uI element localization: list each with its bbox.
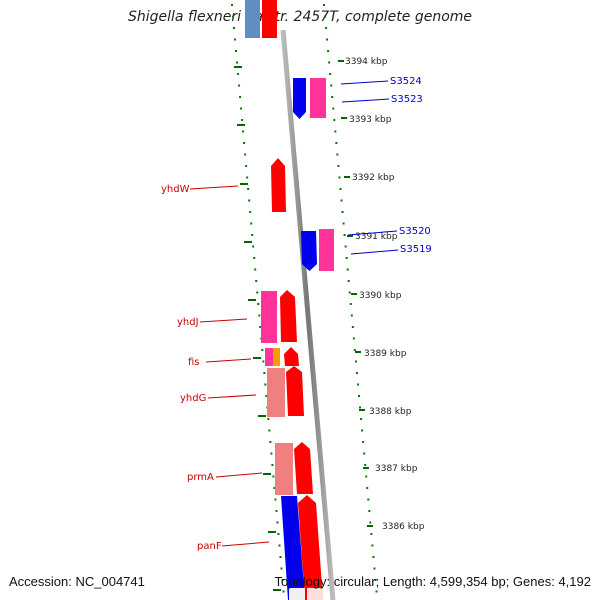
gene-label-fis: fis xyxy=(188,357,200,368)
gene-label-s3519: S3519 xyxy=(400,244,432,255)
gene-s3520[interactable] xyxy=(301,231,317,271)
gene-label-panf: panF xyxy=(197,541,222,552)
topology-text: Topology: circular; Length: 4,599,354 bp… xyxy=(274,574,591,589)
scale-label-3391: 3391 kbp xyxy=(355,232,398,242)
scale-label-3392: 3392 kbp xyxy=(352,173,395,183)
gene-features xyxy=(245,0,334,600)
gene-feature[interactable] xyxy=(245,0,260,38)
gene-feature[interactable] xyxy=(280,290,297,342)
gene-feature[interactable] xyxy=(273,348,280,366)
gene-fis[interactable] xyxy=(265,348,273,366)
map-title: Shigella flexneri 2a str. 2457T, complet… xyxy=(127,9,473,25)
gene-feature[interactable] xyxy=(298,495,323,600)
gene-label-yhdg: yhdG xyxy=(180,393,206,404)
scale-ticks: 3394 kbp 3393 kbp 3392 kbp 3391 kbp 3390… xyxy=(338,57,425,532)
gene-feature[interactable] xyxy=(262,0,277,38)
gene-s3523[interactable] xyxy=(310,78,326,118)
scale-label-3387: 3387 kbp xyxy=(375,464,418,474)
gene-label-s3520: S3520 xyxy=(399,226,431,237)
right-leader-lines xyxy=(340,80,399,255)
gene-yhdg[interactable] xyxy=(267,368,285,417)
scale-label-3389: 3389 kbp xyxy=(364,349,407,359)
gene-label-s3524: S3524 xyxy=(390,76,422,87)
gene-panf[interactable] xyxy=(281,496,305,600)
accession-text: Accession: NC_004741 xyxy=(9,574,145,589)
gene-feature[interactable] xyxy=(294,442,313,494)
gene-s3524[interactable] xyxy=(293,78,306,119)
gene-prma[interactable] xyxy=(275,443,293,495)
gene-label-yhdj: yhdJ xyxy=(177,317,199,328)
genome-backbone xyxy=(280,29,336,600)
right-scale-track xyxy=(323,4,378,593)
gene-label-prma: prmA xyxy=(187,472,214,483)
gene-feature[interactable] xyxy=(286,366,304,416)
left-track-ticks xyxy=(234,66,281,591)
gene-feature[interactable] xyxy=(284,347,299,366)
gene-yhdj[interactable] xyxy=(261,291,277,343)
gene-label-s3523: S3523 xyxy=(391,94,423,105)
gene-s3519[interactable] xyxy=(319,229,334,271)
gene-feature[interactable] xyxy=(307,588,323,600)
scale-label-3390: 3390 kbp xyxy=(359,291,402,301)
scale-label-3388: 3388 kbp xyxy=(369,407,412,417)
left-leader-lines xyxy=(189,185,270,547)
gene-yhdw[interactable] xyxy=(271,158,286,212)
gene-feature[interactable] xyxy=(289,588,305,600)
scale-label-3393: 3393 kbp xyxy=(349,115,392,125)
scale-label-3394: 3394 kbp xyxy=(345,57,388,67)
scale-label-3386: 3386 kbp xyxy=(382,522,425,532)
gene-label-yhdw: yhdW xyxy=(161,184,190,195)
